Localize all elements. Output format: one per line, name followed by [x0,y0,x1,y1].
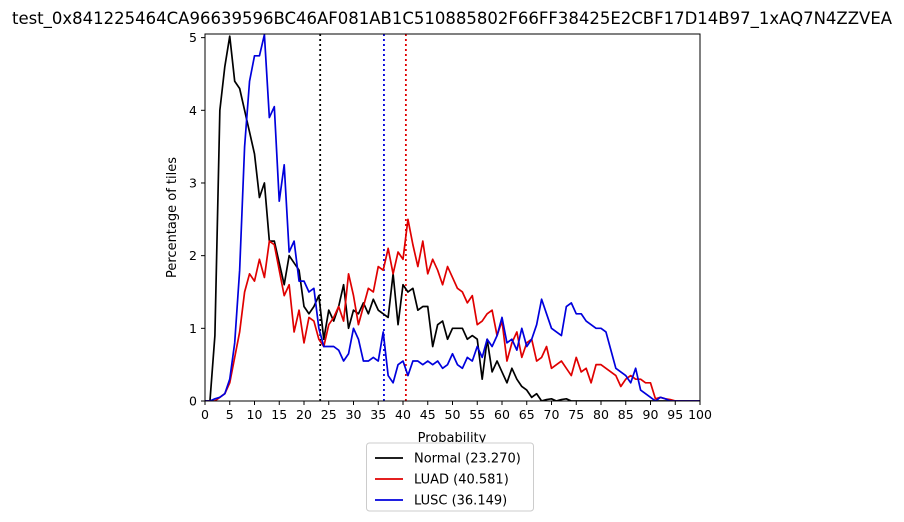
legend-label: LUSC (36.149) [414,494,507,509]
series-line [205,218,700,401]
x-tick-label: 75 [568,407,584,422]
x-tick-label: 55 [469,407,485,422]
x-tick-label: 25 [321,407,337,422]
x-tick-label: 65 [519,407,535,422]
x-tick-label: 35 [370,407,386,422]
x-axis: 0 5 10 15 20 25 30 35 40 45 50 55 60 65 70 75 80 85 90 95 10… [201,401,712,422]
y-axis-label: Percentage of tiles [165,157,180,278]
x-tick-label: 0 [201,407,209,422]
x-tick-label: 30 [346,407,362,422]
x-tick-label: 95 [667,407,683,422]
series-line [205,35,700,401]
x-tick-label: 40 [395,407,411,422]
x-tick-label: 10 [247,407,263,422]
series-lines [205,34,700,401]
x-tick-label: 20 [296,407,312,422]
legend: Normal (23.270) LUAD (40.581) LUSC (36.149… [366,442,534,512]
y-tick-label: 5 [189,30,197,45]
x-tick-label: 5 [226,407,234,422]
series-line [205,34,700,401]
y-tick-label: 1 [189,321,197,336]
legend-label: LUAD (40.581) [414,473,509,488]
x-tick-label: 100 [688,407,712,422]
x-tick-label: 50 [445,407,461,422]
y-tick-label: 2 [189,248,197,263]
plot-frame [204,33,701,402]
x-axis-label: Probability [418,431,487,446]
x-tick-label: 85 [618,407,634,422]
x-tick-label: 60 [494,407,510,422]
y-axis: 0 1 2 3 4 5 [189,30,205,409]
legend-label: Normal (23.270) [414,452,521,467]
y-tick-label: 3 [189,175,197,190]
chart-title: test_0x841225464CA96639596BC46AF081AB1C5… [12,9,893,29]
y-tick-label: 0 [189,394,197,409]
legend-frame [366,442,534,512]
x-tick-label: 45 [420,407,436,422]
y-tick-label: 4 [189,103,197,118]
x-tick-label: 70 [544,407,560,422]
x-tick-label: 15 [271,407,287,422]
x-tick-label: 80 [593,407,609,422]
x-tick-label: 90 [643,407,659,422]
